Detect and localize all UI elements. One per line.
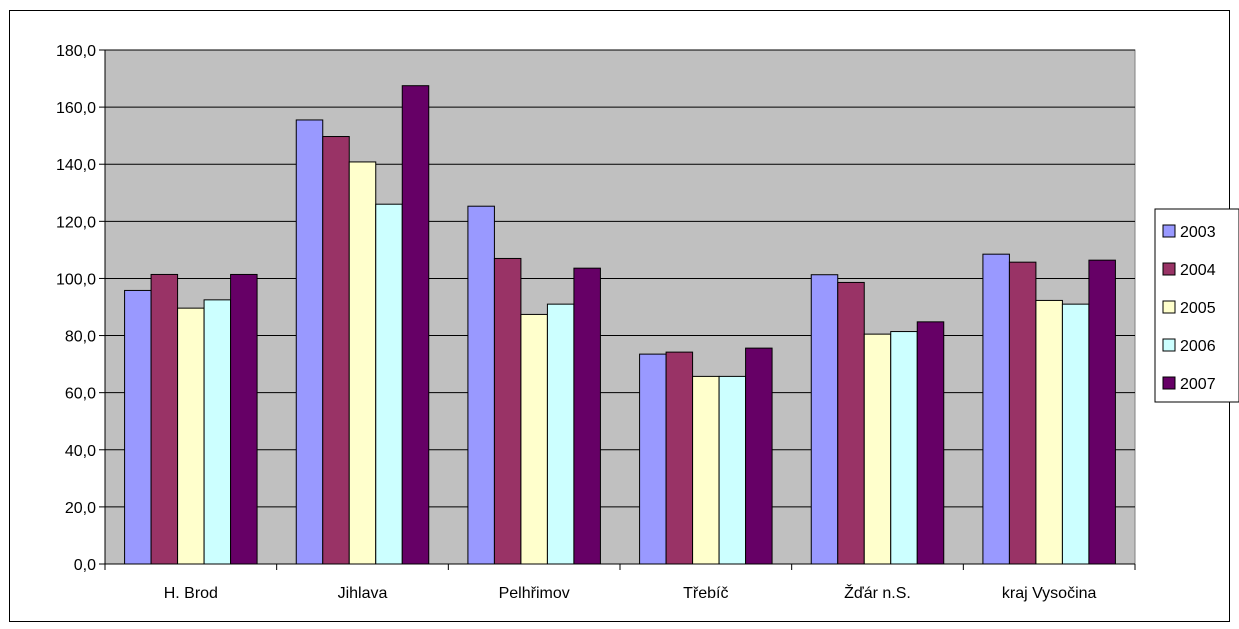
bar-2007-3 bbox=[745, 347, 773, 565]
legend-swatch bbox=[1162, 338, 1176, 352]
bar-2006-1 bbox=[375, 203, 403, 565]
bar-2005-4 bbox=[863, 333, 892, 565]
y-tick-label: 140,0 bbox=[56, 157, 96, 174]
bar-2006-3 bbox=[718, 375, 747, 565]
legend-swatch bbox=[1162, 224, 1176, 238]
bar-2006-5 bbox=[1061, 303, 1090, 565]
x-tick-label: Třebíč bbox=[683, 585, 728, 602]
bar-2004-5 bbox=[1008, 261, 1037, 565]
bar-2004-4 bbox=[837, 281, 865, 565]
bar-2007-1 bbox=[401, 85, 430, 565]
bar-2003-1 bbox=[295, 119, 324, 565]
bar-2007-5 bbox=[1088, 259, 1116, 565]
bar-2003-2 bbox=[467, 205, 495, 565]
x-tick-label: H. Brod bbox=[164, 585, 218, 602]
y-tick-label: 160,0 bbox=[56, 100, 96, 117]
bar-2004-3 bbox=[665, 351, 694, 565]
bar-2005-2 bbox=[520, 313, 548, 565]
y-tick-label: 20,0 bbox=[65, 500, 96, 517]
x-tick-label: Žďár n.S. bbox=[844, 583, 911, 602]
x-tick-label: Jihlava bbox=[338, 585, 388, 602]
x-tick-label: kraj Vysočina bbox=[1002, 585, 1097, 602]
y-tick-label: 100,0 bbox=[56, 271, 96, 288]
bars bbox=[124, 85, 1116, 565]
bar-2003-5 bbox=[982, 253, 1010, 565]
bar-2005-3 bbox=[692, 375, 720, 565]
y-tick-label: 40,0 bbox=[65, 443, 96, 460]
legend-label: 2004 bbox=[1180, 262, 1216, 279]
bar-2005-0 bbox=[177, 307, 205, 565]
bar-2004-1 bbox=[322, 136, 350, 565]
plot-area bbox=[104, 49, 1136, 565]
y-tick-label: 180,0 bbox=[56, 43, 96, 60]
bar-2007-0 bbox=[230, 273, 258, 565]
y-tick-label: 60,0 bbox=[65, 386, 96, 403]
legend-label: 2007 bbox=[1180, 376, 1216, 393]
legend-swatch bbox=[1162, 376, 1176, 390]
legend-label: 2006 bbox=[1180, 338, 1216, 355]
bar-2005-1 bbox=[348, 161, 377, 565]
bar-2003-4 bbox=[810, 274, 839, 565]
bar-2006-0 bbox=[203, 299, 232, 565]
legend-label: 2003 bbox=[1180, 224, 1216, 241]
bar-2004-0 bbox=[150, 273, 179, 565]
bar-2007-4 bbox=[916, 321, 945, 565]
legend-swatch bbox=[1162, 262, 1176, 276]
y-tick-label: 0,0 bbox=[74, 557, 96, 574]
gridlines bbox=[105, 49, 1135, 508]
bar-2006-4 bbox=[890, 331, 918, 565]
bar-2005-5 bbox=[1035, 299, 1063, 565]
bar-2007-2 bbox=[573, 267, 601, 565]
bar-2003-3 bbox=[639, 353, 667, 565]
x-axis-ticks: H. Brod Jihlava Pelhřimov Třebíč Žďár n.S. kr… bbox=[104, 564, 1136, 602]
legend-label: 2005 bbox=[1180, 300, 1216, 317]
x-tick-label: Pelhřimov bbox=[499, 585, 570, 602]
legend-swatch bbox=[1162, 300, 1176, 314]
y-tick-label: 80,0 bbox=[65, 329, 96, 346]
legend: 2003 2004 2005 2006 2007 bbox=[1154, 208, 1239, 403]
bar-2006-2 bbox=[546, 303, 575, 565]
bar-2003-0 bbox=[124, 289, 152, 565]
y-axis-ticks: 0,0 20,0 40,0 60,0 80,0 100,0 120,0 140,0 160,0 1… bbox=[56, 43, 105, 574]
bar-2004-2 bbox=[493, 257, 522, 565]
y-tick-label: 120,0 bbox=[56, 214, 96, 231]
